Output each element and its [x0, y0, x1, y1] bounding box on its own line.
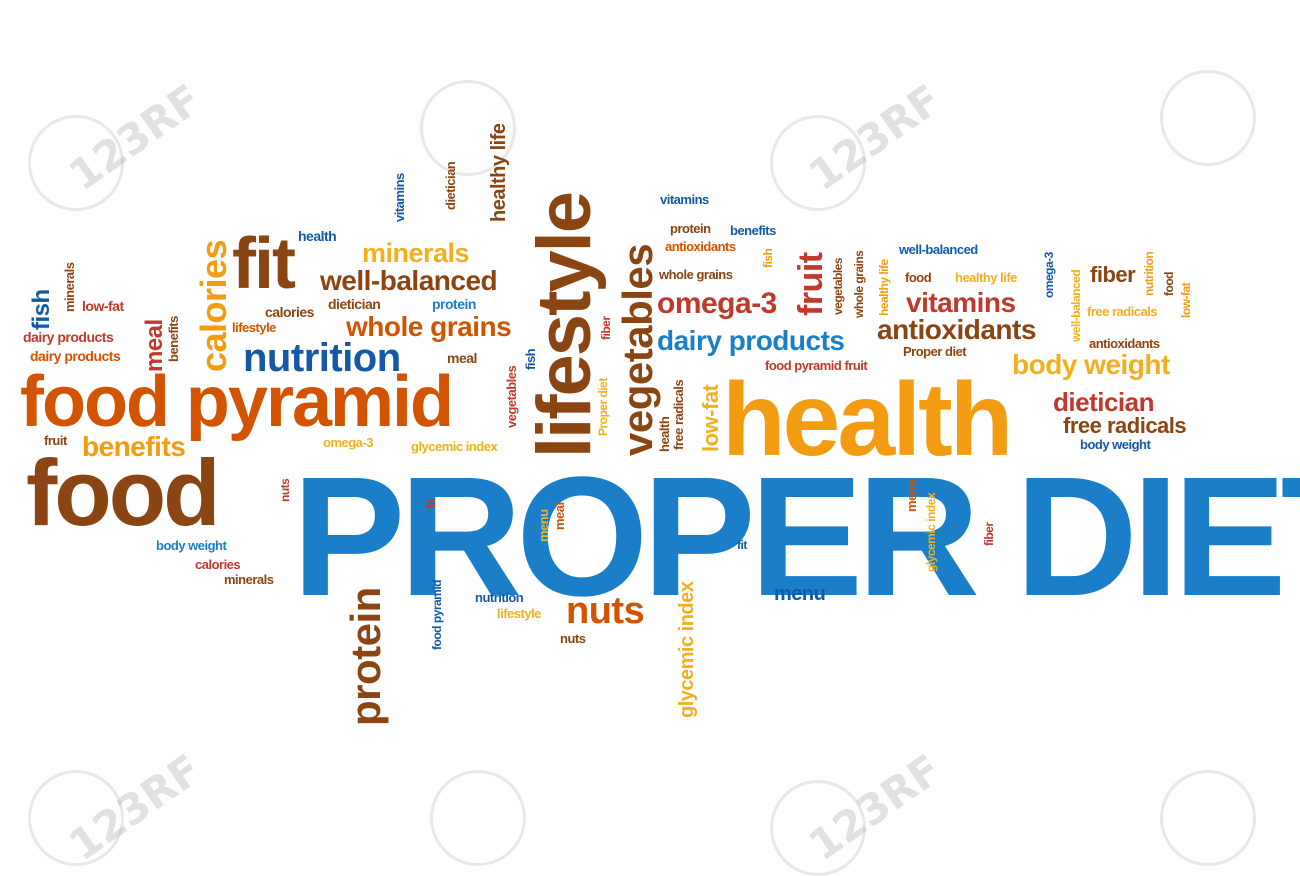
word-dietician-small-2: dietician	[328, 296, 381, 312]
cloud-title: PROPER DIET	[292, 442, 1300, 632]
watermark-circle	[1160, 70, 1256, 166]
word-health: health	[722, 362, 1013, 478]
word-benefits-small-2: benefits	[730, 223, 776, 238]
word-minerals-small-2: minerals	[224, 572, 274, 587]
word-body-weight-small: body weight	[156, 538, 227, 553]
word-fiber-large: fiber	[1090, 262, 1136, 287]
word-fit: fit	[232, 224, 296, 304]
word-health-small-2: health	[657, 416, 672, 452]
watermark-circle	[28, 115, 124, 211]
word-well-balanced-small: well-balanced	[899, 242, 978, 257]
word-lifestyle-small-2: lifestyle	[497, 606, 541, 621]
word-fit-small-2: fit	[737, 538, 747, 552]
word-antioxidants-small: antioxidants	[665, 239, 736, 254]
word-healthy-life-large: healthy life	[488, 123, 510, 222]
word-food-pyramid-small: food pyramid	[430, 579, 444, 650]
word-free-radicals-small-2: free radicals	[1087, 304, 1158, 319]
word-whole-grains-small-2: whole grains	[852, 250, 866, 318]
word-vitamins-large: vitamins	[906, 287, 1016, 318]
word-low-fat-small: low-fat	[82, 298, 124, 314]
word-healthy-life-small-2: healthy life	[955, 270, 1017, 285]
word-food: food	[26, 440, 221, 545]
word-nuts-large: nuts	[566, 590, 645, 632]
word-well-balanced-small-2: well-balanced	[1069, 269, 1083, 342]
word-vegetables: vegetables	[614, 243, 661, 456]
word-well-balanced: well-balanced	[320, 265, 498, 296]
word-dairy-products-large: dairy products	[657, 325, 845, 356]
word-proper-diet-small: Proper diet	[596, 378, 610, 436]
word-lifestyle-small: lifestyle	[232, 320, 276, 335]
watermark-circle	[770, 115, 866, 211]
word-menu-small-2: menu	[904, 479, 919, 512]
word-nutrition: nutrition	[243, 336, 401, 380]
word-healthy-life-small: healthy life	[877, 259, 891, 316]
word-calories-small: calories	[265, 304, 314, 320]
word-whole-grains: whole grains	[346, 311, 512, 342]
word-glycemic-index-small-2: glycemic index	[924, 492, 938, 572]
word-food-pyramid-fruit-small: food pyramid fruit	[765, 358, 868, 373]
watermark-circle	[420, 80, 516, 176]
word-proper-diet-small-2: Proper diet	[903, 344, 967, 359]
word-fruit-large: fruit	[792, 252, 830, 316]
word-food-pyramid: food pyramid	[20, 362, 454, 442]
word-fiber-small-2: fiber	[982, 522, 996, 546]
word-nutrition-small: nutrition	[475, 590, 524, 605]
watermark-circle	[28, 770, 124, 866]
word-vitamins-small-2: vitamins	[660, 192, 709, 207]
word-fruit-small: fruit	[44, 433, 67, 448]
watermark-circle	[1160, 770, 1256, 866]
word-omega-3-small-2: omega-3	[1042, 252, 1056, 298]
word-fish-small-2: fish	[761, 248, 775, 268]
word-protein-small-2: protein	[670, 221, 711, 236]
word-free-radicals-small: free radicals	[671, 379, 686, 450]
word-nuts-small: nuts	[278, 478, 292, 502]
word-body-weight-small-2: body weight	[1080, 437, 1151, 452]
word-fish: fish	[28, 289, 55, 330]
word-meal-small-2: meal	[552, 502, 567, 530]
watermark-circle	[430, 770, 526, 866]
word-benefits-small: benefits	[166, 316, 181, 362]
word-calories: calories	[193, 239, 234, 372]
word-fish-small: fish	[523, 348, 538, 370]
word-lifestyle: lifestyle	[522, 192, 607, 458]
word-fit-small: fit	[424, 499, 438, 509]
word-protein-small: protein	[432, 296, 476, 312]
word-body-weight-large: body weight	[1012, 349, 1170, 380]
word-glycemic-index-small: glycemic index	[411, 439, 498, 454]
word-menu-small: menu	[536, 509, 551, 542]
word-dairy-products-small-1: dairy products	[23, 329, 114, 345]
word-vegetables-small: vegetables	[504, 365, 519, 428]
word-meal: meal	[141, 319, 168, 372]
word-fiber-small: fiber	[599, 316, 613, 340]
word-omega-3-large: omega-3	[657, 287, 777, 320]
word-minerals-small: minerals	[62, 262, 77, 312]
word-low-fat-large: low-fat	[698, 384, 723, 452]
word-benefits: benefits	[82, 431, 186, 462]
word-dairy-products-small-2: dairy products	[30, 348, 121, 364]
word-meal-small: meal	[447, 350, 477, 366]
word-vitamins-small: vitamins	[392, 173, 407, 222]
word-protein-large: protein	[342, 587, 389, 726]
word-health-small: health	[298, 228, 337, 244]
word-food-small-2: food	[1162, 272, 1176, 296]
word-whole-grains-small: whole grains	[659, 267, 733, 282]
word-dietician-small: dietician	[443, 161, 458, 210]
word-food-small: food	[905, 270, 932, 285]
word-minerals: minerals	[362, 238, 470, 268]
word-dietician-large: dietician	[1053, 387, 1154, 417]
word-antioxidants-large: antioxidants	[877, 314, 1036, 345]
word-menu-large: menu	[774, 583, 826, 605]
word-nutrition-small-2: nutrition	[1142, 251, 1156, 296]
word-antioxidants-small-2: antioxidants	[1089, 336, 1160, 351]
word-omega-3-small: omega-3	[323, 435, 373, 450]
word-low-fat-small-2: low-fat	[1179, 282, 1193, 318]
word-calories-small-2: calories	[195, 557, 241, 572]
word-free-radicals-large: free radicals	[1063, 413, 1187, 438]
word-vegetables-small-2: vegetables	[831, 257, 845, 315]
word-glycemic-index-large: glycemic index	[676, 581, 698, 718]
word-nuts-small-2: nuts	[560, 631, 586, 646]
